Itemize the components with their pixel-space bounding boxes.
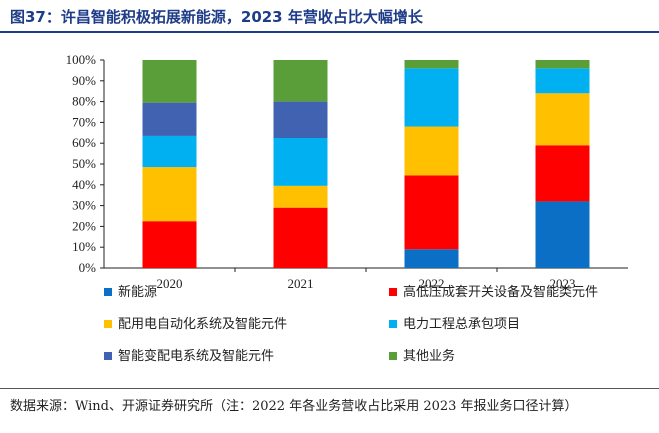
legend-label: 高低压成套开关设备及智能类元件 xyxy=(403,284,598,300)
legend-swatch xyxy=(104,320,112,328)
bar-segment xyxy=(142,221,197,268)
bar-group xyxy=(142,60,590,268)
legend-label: 新能源 xyxy=(118,284,157,300)
y-tick-label: 40% xyxy=(72,177,96,192)
y-tick-label: 90% xyxy=(72,73,96,88)
bar-segment xyxy=(142,135,197,168)
bar-segment xyxy=(535,201,590,268)
bar-segment xyxy=(273,207,328,268)
legend-swatch xyxy=(389,320,397,328)
y-tick-label: 70% xyxy=(72,114,96,129)
y-tick-label: 30% xyxy=(72,198,96,213)
legend-label: 其他业务 xyxy=(403,348,455,364)
bar-segment xyxy=(142,60,197,103)
x-tick-label: 2023 xyxy=(550,276,576,291)
bar-segment xyxy=(142,167,197,222)
y-tick-label: 10% xyxy=(72,239,96,254)
legend-label: 智能变配电系统及智能元件 xyxy=(118,348,274,364)
y-tick-label: 50% xyxy=(72,156,96,171)
bar-segment xyxy=(273,185,328,208)
bar-segment xyxy=(273,101,328,138)
bar-segment xyxy=(535,68,590,94)
x-tick-label: 2022 xyxy=(419,276,445,291)
bar-segment xyxy=(142,102,197,136)
y-tick-label: 80% xyxy=(72,94,96,109)
source-note: 数据来源：Wind、开源证券研究所（注：2022 年各业务营收占比采用 2023… xyxy=(10,399,578,414)
y-tick-label: 0% xyxy=(79,260,97,275)
bar-segment xyxy=(404,126,459,176)
bar-segment xyxy=(404,60,459,69)
legend-swatch xyxy=(104,288,112,296)
chart-title: 图37：许昌智能积极拓展新能源，2023 年营收占比大幅增长 xyxy=(10,8,423,26)
bar-segment xyxy=(535,60,590,69)
bar-segment xyxy=(535,145,590,202)
x-tick-label: 2020 xyxy=(157,276,183,291)
bar-segment xyxy=(404,175,459,250)
legend-swatch xyxy=(389,352,397,360)
legend-swatch xyxy=(104,352,112,360)
y-tick-label: 20% xyxy=(72,218,96,233)
y-tick-label: 100% xyxy=(66,52,97,67)
bar-segment xyxy=(535,93,590,146)
title-divider xyxy=(0,31,659,33)
x-tick-label: 2021 xyxy=(288,276,314,291)
bar-segment xyxy=(273,138,328,186)
legend-swatch xyxy=(389,288,397,296)
legend-label: 电力工程总承包项目 xyxy=(403,317,520,332)
bar-segment xyxy=(273,60,328,102)
bar-segment xyxy=(404,249,459,268)
footer-divider xyxy=(0,388,659,389)
legend-label: 配用电自动化系统及智能元件 xyxy=(118,317,287,332)
chart-axes: 0% 10% 20% 30% 40% 50% 60% 70% 80% 90% 100% 2020 202… xyxy=(66,52,628,291)
y-tick-label: 60% xyxy=(72,135,96,150)
bar-segment xyxy=(404,68,459,127)
